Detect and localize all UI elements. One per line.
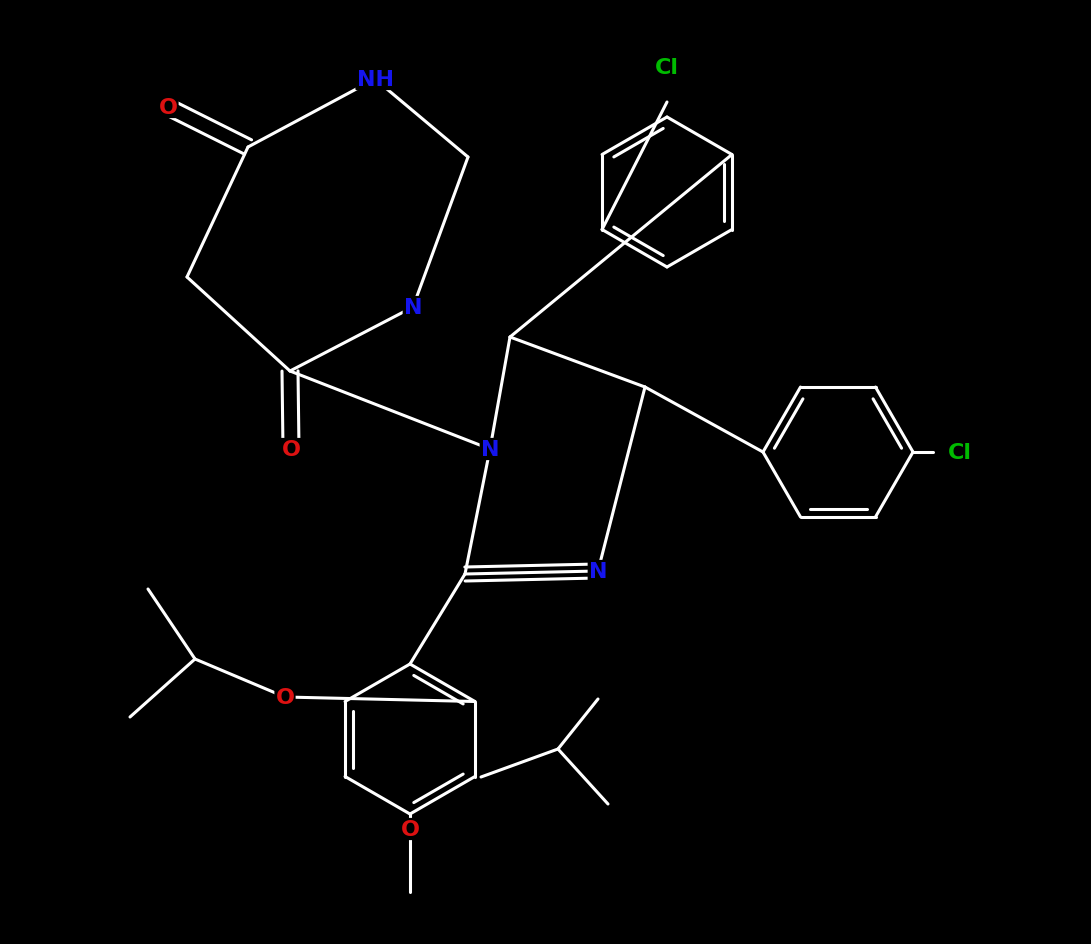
Text: NH: NH	[357, 70, 394, 90]
Text: N: N	[589, 562, 608, 582]
Text: Cl: Cl	[655, 58, 679, 78]
Text: Cl: Cl	[948, 443, 972, 463]
Text: O: O	[276, 687, 295, 707]
Text: O: O	[400, 819, 420, 839]
Text: N: N	[481, 440, 500, 460]
Text: O: O	[281, 440, 300, 460]
Text: N: N	[404, 297, 422, 318]
Text: O: O	[158, 98, 178, 118]
